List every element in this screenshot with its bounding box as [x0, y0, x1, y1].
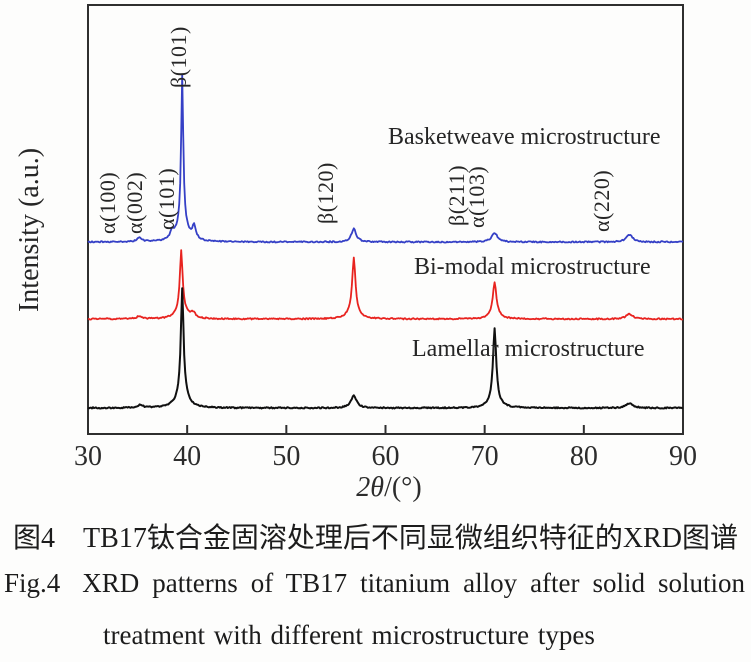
- caption-english-line1: Fig.4 XRD patterns of TB17 titanium allo…: [4, 568, 745, 599]
- caption-english-line2: treatment with different microstructure …: [103, 620, 595, 650]
- figure-number-label: Fig.4: [4, 568, 61, 598]
- xrd-plot: [87, 4, 684, 435]
- caption-chinese: 图4 TB17钛合金固溶处理后不同显微组织特征的XRD图谱: [13, 523, 738, 554]
- xrd-curve-2: [87, 249, 684, 321]
- xrd-curve-1: [87, 73, 684, 244]
- caption-english-line1-text: XRD patterns of TB17 titanium alloy afte…: [82, 568, 745, 598]
- xrd-curve-3: [87, 287, 684, 410]
- plot-frame: [87, 4, 684, 435]
